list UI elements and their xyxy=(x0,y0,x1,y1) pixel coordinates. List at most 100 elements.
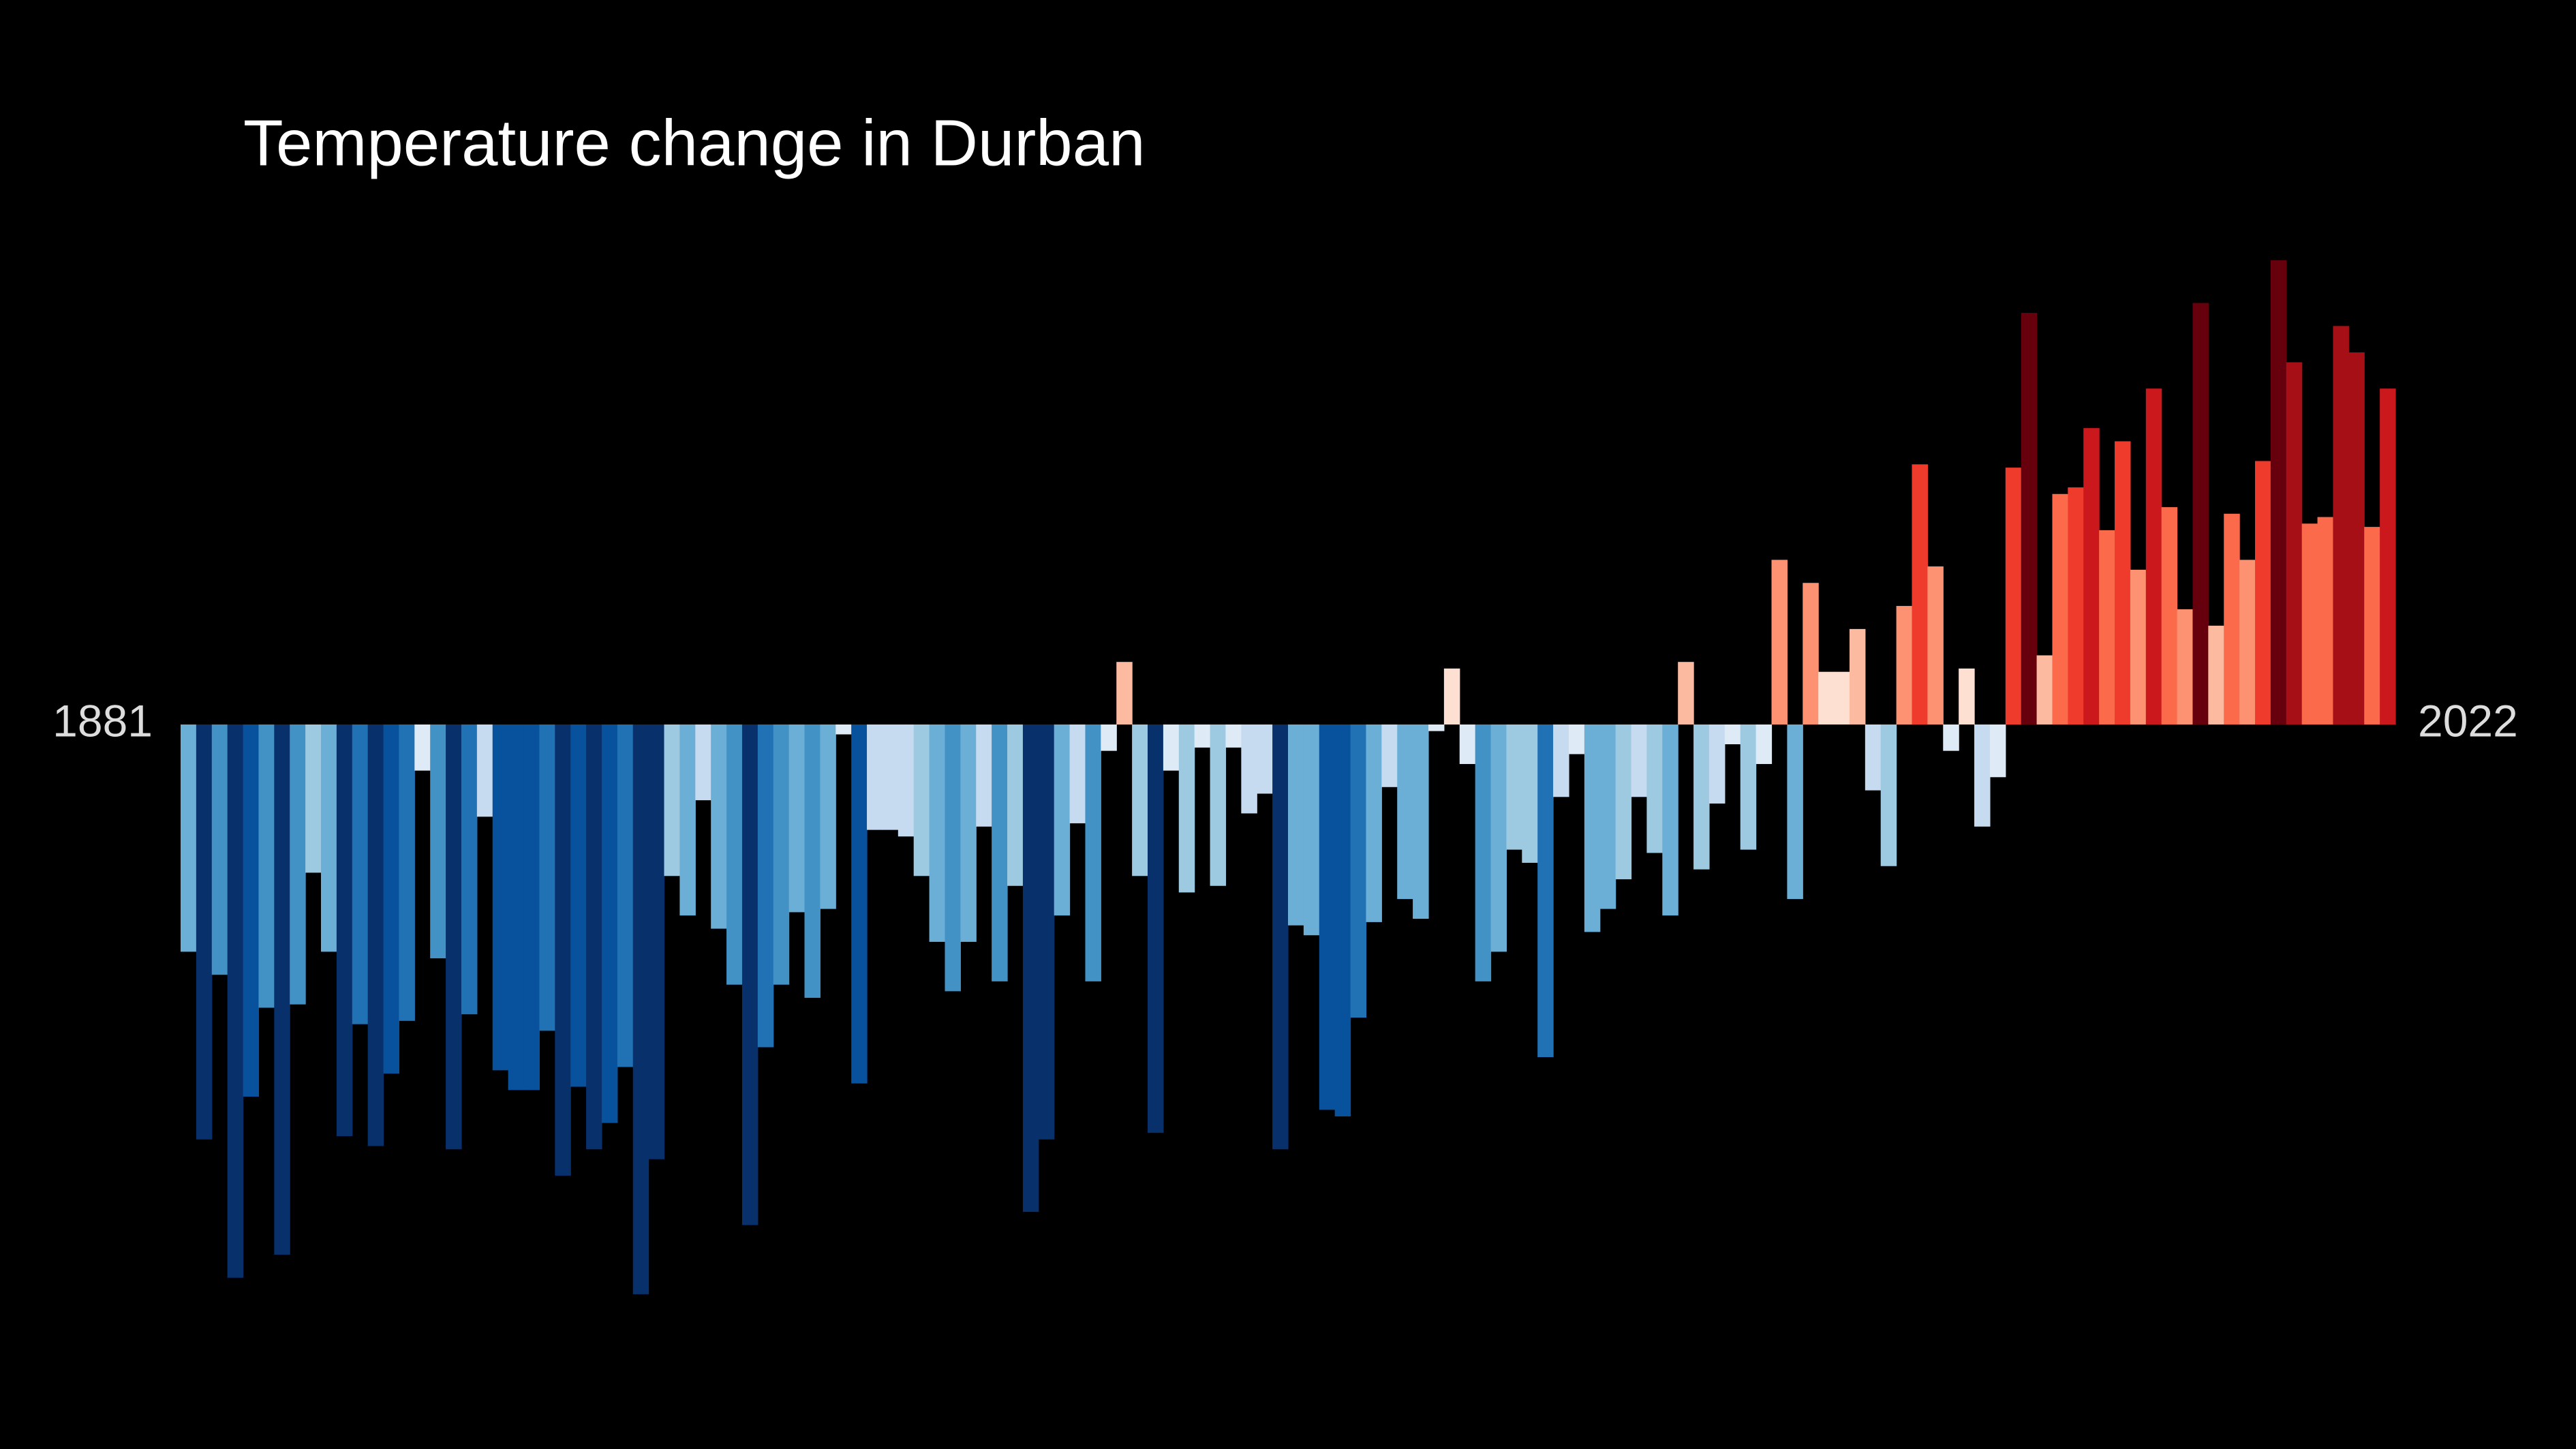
bar xyxy=(1272,724,1289,1150)
bar xyxy=(2333,326,2349,725)
bar xyxy=(1943,724,1959,751)
bar xyxy=(430,724,446,959)
bar xyxy=(898,724,915,837)
bar xyxy=(2021,313,2038,725)
bar xyxy=(929,724,946,942)
bar xyxy=(976,724,992,827)
bar xyxy=(1662,724,1678,916)
bar xyxy=(2239,560,2256,724)
bar xyxy=(1755,724,1773,764)
bar xyxy=(1069,724,1086,823)
bar xyxy=(1974,724,1991,827)
bar xyxy=(1490,724,1507,952)
bar xyxy=(711,724,727,929)
bar xyxy=(352,724,369,1024)
bar xyxy=(2115,441,2131,724)
bar xyxy=(383,724,400,1074)
bar xyxy=(1054,724,1071,916)
bar xyxy=(492,724,509,1071)
bar xyxy=(2317,517,2334,724)
bar xyxy=(1771,560,1788,724)
chart-title: Temperature change in Durban xyxy=(243,106,1145,179)
bar xyxy=(960,724,977,942)
bar xyxy=(367,724,384,1146)
bar xyxy=(1834,671,1850,724)
bar xyxy=(648,724,665,1159)
bar xyxy=(773,724,790,985)
bar xyxy=(1319,724,1336,1110)
bar xyxy=(196,724,213,1140)
bar xyxy=(2208,626,2224,724)
bar xyxy=(788,724,806,913)
bar xyxy=(2348,352,2365,724)
bar xyxy=(1537,724,1554,1058)
end-year-label: 2022 xyxy=(2418,695,2518,746)
bar xyxy=(2301,523,2318,724)
bar xyxy=(1599,724,1616,909)
bar xyxy=(867,724,883,830)
bar xyxy=(1896,606,1913,724)
bar xyxy=(1288,724,1304,926)
bar xyxy=(2068,487,2084,724)
bar xyxy=(2161,507,2178,724)
bar xyxy=(1803,583,1819,724)
bar xyxy=(664,724,680,876)
bar xyxy=(274,724,290,1255)
bar xyxy=(446,724,462,1150)
bar xyxy=(414,724,431,771)
bar xyxy=(1132,724,1148,876)
bar xyxy=(601,724,618,1123)
bar xyxy=(1350,724,1367,1018)
bar xyxy=(1631,724,1648,797)
bar xyxy=(2036,655,2053,724)
bar xyxy=(508,724,525,1090)
bar xyxy=(1584,724,1601,932)
bar xyxy=(1959,668,1975,724)
bar xyxy=(992,724,1008,981)
bar xyxy=(679,724,696,916)
bar xyxy=(1787,724,1803,900)
bar xyxy=(1522,724,1538,863)
bar xyxy=(336,724,353,1136)
bar xyxy=(1257,724,1273,794)
bar xyxy=(1007,724,1024,886)
bar xyxy=(1210,724,1227,886)
bar xyxy=(1506,724,1522,850)
bar xyxy=(1397,724,1413,900)
bar xyxy=(2099,530,2115,724)
bar xyxy=(2083,428,2100,724)
bar xyxy=(399,724,415,1021)
bar xyxy=(1022,724,1039,1212)
bar xyxy=(1724,724,1741,744)
bar xyxy=(243,724,260,1097)
bar xyxy=(882,724,899,830)
bar xyxy=(741,724,758,1225)
bar xyxy=(1225,724,1242,748)
bar xyxy=(1334,724,1351,1116)
bar xyxy=(2192,303,2209,724)
bar xyxy=(555,724,571,1176)
bar xyxy=(1303,724,1320,936)
bar xyxy=(539,724,555,1031)
bar xyxy=(320,724,337,952)
bar xyxy=(1428,724,1445,731)
bar xyxy=(476,724,493,817)
bar xyxy=(1927,566,1944,724)
bar xyxy=(2270,260,2287,724)
bar xyxy=(1989,724,2006,778)
bar xyxy=(1818,671,1835,724)
bar xyxy=(2380,388,2396,724)
bar xyxy=(1366,724,1382,922)
bar xyxy=(1194,724,1211,748)
bar xyxy=(1475,724,1492,981)
bar xyxy=(1101,724,1117,751)
bar xyxy=(211,724,228,975)
bar xyxy=(2286,362,2303,724)
bar xyxy=(2052,493,2068,724)
bar xyxy=(181,724,197,952)
bar xyxy=(305,724,322,873)
bar xyxy=(1085,724,1101,981)
bar xyxy=(1241,724,1257,814)
